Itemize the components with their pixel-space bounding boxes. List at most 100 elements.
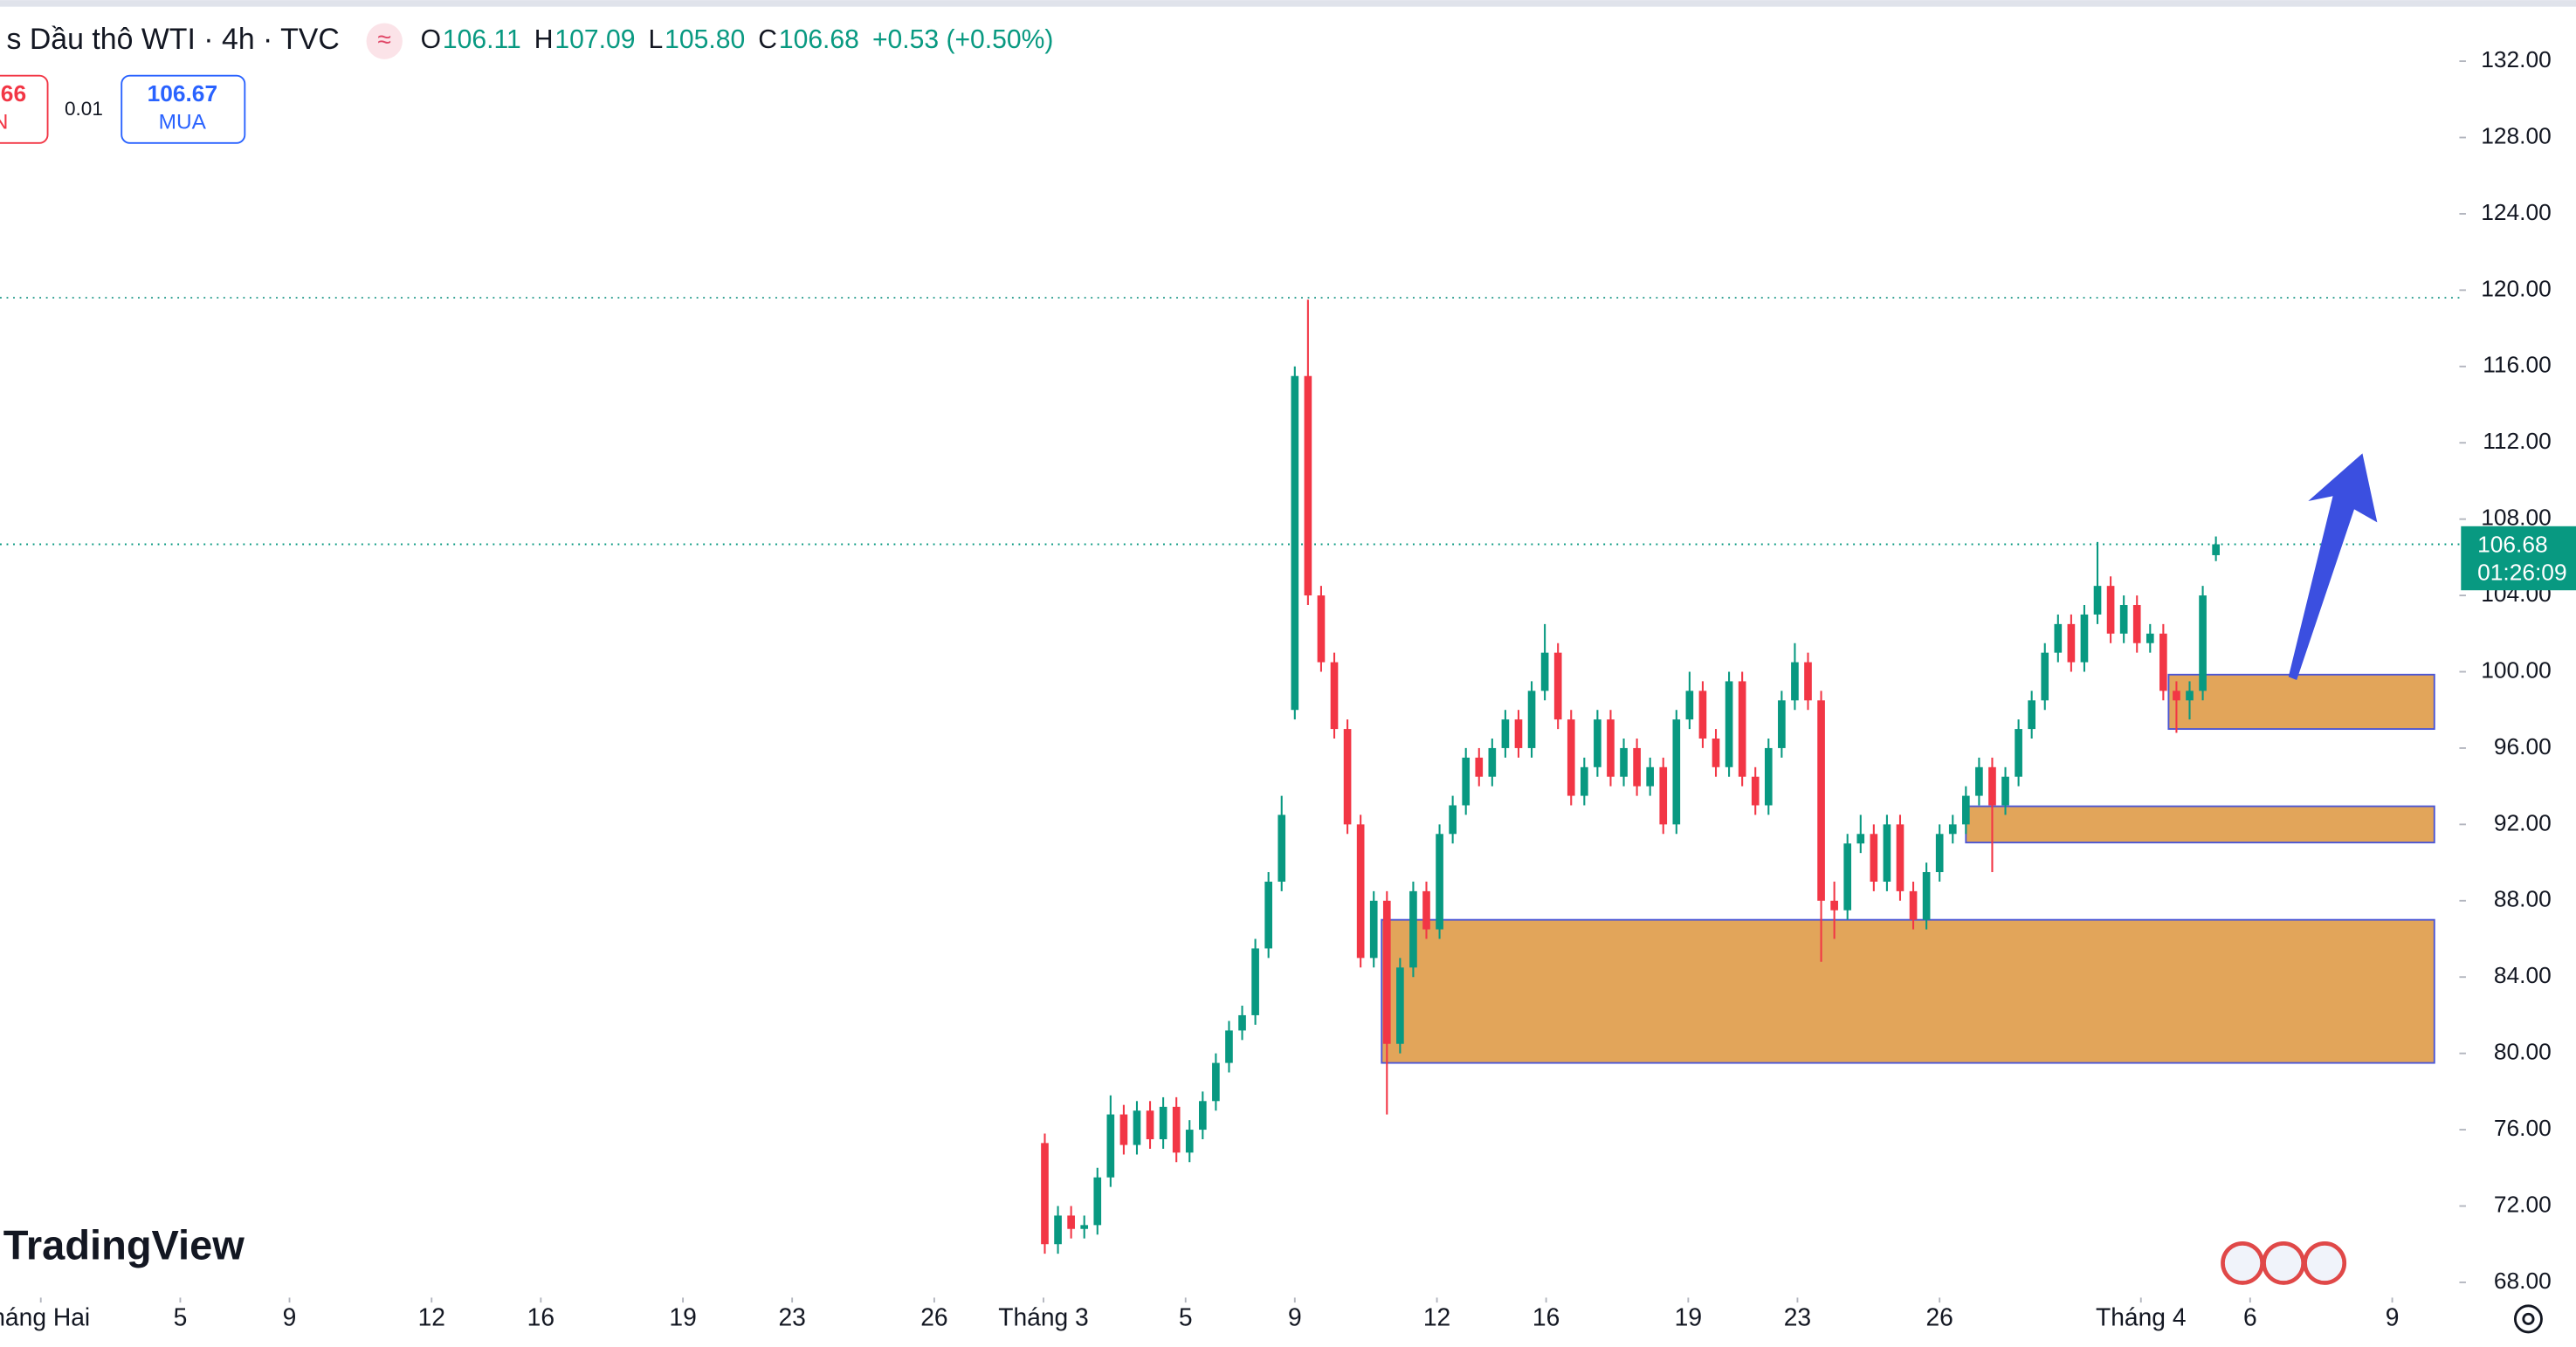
candle-body (1330, 662, 1339, 730)
candle-body (1817, 700, 1825, 901)
x-tick-label: 9 (1288, 1302, 1302, 1330)
candle-body (1935, 834, 1944, 873)
candle-body (1843, 843, 1852, 911)
ohlc-value: 106.68 (779, 25, 859, 54)
candle-body (2186, 691, 2194, 701)
candle-body (1054, 1215, 1062, 1245)
y-tick-label: 132.00 (2481, 46, 2552, 72)
ohlc-key: H (534, 25, 554, 54)
ohlc-key: C (758, 25, 777, 54)
plot-area (0, 297, 2460, 1254)
candle-body (1870, 834, 1878, 882)
candle-body (1343, 729, 1352, 825)
y-tick-label: 68.00 (2494, 1268, 2552, 1294)
candle-body (2159, 633, 2167, 691)
x-tick-label: 6 (2243, 1302, 2257, 1330)
candle-body (1830, 900, 1838, 911)
price-tag-countdown: 01:26:09 (2477, 559, 2566, 585)
candle-body (1159, 1106, 1167, 1140)
price-tag-value: 106.68 (2477, 531, 2548, 557)
candle-body (1607, 719, 1615, 777)
ohlc-key: O (421, 25, 441, 54)
candle-body (1514, 719, 1523, 748)
candle-body (1291, 375, 1299, 711)
x-tick-label: 5 (174, 1302, 188, 1330)
settings-core (2522, 1312, 2535, 1325)
candle-body (2054, 623, 2063, 653)
candle-body (1646, 766, 1654, 787)
candle-body (1725, 681, 1733, 767)
candle-body (1501, 719, 1510, 748)
flag (2262, 1240, 2306, 1285)
candle-body (1264, 881, 1272, 949)
x-tick-label: 5 (1179, 1302, 1193, 1330)
zone (2167, 673, 2435, 731)
candle-body (2106, 586, 2115, 634)
ohlc-value: 105.80 (665, 25, 745, 54)
ohlc-value: 107.09 (554, 25, 635, 54)
candle-body (1422, 890, 1430, 930)
y-tick-label: 124.00 (2481, 199, 2552, 225)
candle-body (1856, 834, 1865, 844)
settings-icon[interactable] (2513, 1304, 2543, 1334)
candle-body (1449, 805, 1457, 835)
x-tick-label: 19 (1675, 1302, 1702, 1330)
candle-body (1738, 681, 1746, 777)
arrow (2288, 453, 2378, 681)
candle-body (1659, 766, 1668, 825)
ohlc-key: L (649, 25, 664, 54)
candle-body (1172, 1106, 1181, 1153)
candle-body (1553, 652, 1562, 720)
candle-body (2080, 614, 2089, 663)
x-tick-label: 19 (669, 1302, 696, 1330)
buy-label: MUA (159, 111, 207, 134)
candle-body (1791, 662, 1799, 701)
change: +0.53 (+0.50%) (872, 25, 1053, 54)
candle-body (1620, 747, 1628, 777)
buy-price: 106.67 (148, 80, 218, 107)
candle-body (1909, 890, 1918, 920)
spread: 0.01 (65, 98, 103, 120)
candle-body (1804, 662, 1812, 701)
candle-body (1317, 595, 1326, 663)
candle-body (1212, 1062, 1220, 1102)
sell-button[interactable] (0, 74, 49, 144)
ohlc: O 106.11 H 107.09 L 105.80 C 106.68 +0.53 (+0.50… (421, 25, 1054, 54)
candle-body (1396, 967, 1404, 1044)
candle-body (1067, 1215, 1075, 1229)
symbol: s Dầu thô WTI · 4h · TVC (7, 23, 340, 56)
candle-body (1238, 1014, 1246, 1031)
candle-body (1304, 375, 1312, 596)
candle-body (1041, 1143, 1049, 1245)
candle-body (1278, 814, 1286, 882)
y-tick-label: 92.00 (2494, 809, 2552, 835)
x-tick-label: Tháng 4 (2096, 1302, 2187, 1330)
candle-body (1093, 1177, 1102, 1226)
candle-body (2028, 700, 2036, 730)
candle-body (2093, 586, 2102, 615)
candle-body (1225, 1030, 1233, 1063)
candle-body (2173, 691, 2180, 701)
candle-body (1685, 691, 1694, 720)
icon-bg (366, 23, 403, 59)
candle-body (1698, 691, 1707, 739)
candle-body (1633, 747, 1641, 787)
candle-body (1369, 900, 1378, 959)
icon: ≈ (377, 25, 391, 53)
buy-button[interactable] (121, 74, 246, 144)
candle-body (1185, 1130, 1194, 1153)
x-tick-label: 23 (1784, 1302, 1811, 1330)
candle-body (1883, 824, 1891, 882)
top-border (0, 0, 2576, 7)
candle-body (1382, 900, 1391, 1044)
candle-body (1778, 700, 1786, 748)
candle-body (1356, 824, 1365, 959)
event-flags (2221, 1240, 2347, 1285)
candle-body (1962, 795, 1970, 825)
x-tick-label: 26 (920, 1302, 947, 1330)
y-tick-label: 128.00 (2481, 122, 2552, 148)
zone (1381, 918, 2435, 1064)
y-tick-label: 72.00 (2494, 1191, 2552, 1217)
x-tick-label: 16 (527, 1302, 554, 1330)
candle-body (2146, 633, 2154, 643)
